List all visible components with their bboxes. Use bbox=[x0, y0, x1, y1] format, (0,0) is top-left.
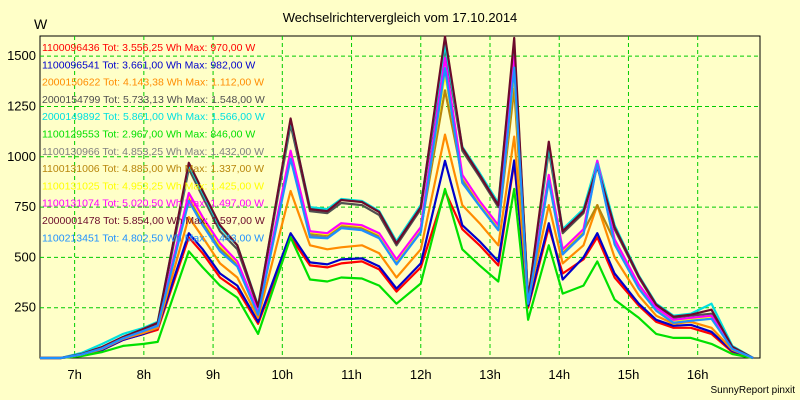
footer-credit: SunnyReport pinxit bbox=[711, 385, 796, 396]
series-line-1100213451 bbox=[40, 66, 754, 360]
y-tick-label: 1250 bbox=[7, 98, 36, 113]
series-layer bbox=[40, 35, 754, 360]
legend-entry: 2000150622 Tot: 4.143,38 Wh Max: 1.112,0… bbox=[42, 77, 264, 89]
x-tick-label: 7h bbox=[67, 367, 81, 382]
x-tick-label: 15h bbox=[618, 367, 640, 382]
legend-entry: 2000154799 Tot: 5.733,13 Wh Max: 1.548,0… bbox=[42, 94, 265, 106]
chart-title: Wechselrichtervergleich vom 17.10.2014 bbox=[283, 10, 518, 25]
legend-entry: 1100131074 Tot: 5.020,50 Wh Max: 1.497,0… bbox=[42, 198, 264, 210]
x-tick-label: 8h bbox=[137, 367, 151, 382]
legend-entry: 1100129553 Tot: 2.967,00 Wh Max: 846,00 … bbox=[42, 129, 255, 141]
x-tick-label: 10h bbox=[271, 367, 293, 382]
y-tick-label: 1000 bbox=[7, 149, 36, 164]
x-tick-label: 14h bbox=[548, 367, 570, 382]
legend-entry: 1100130966 Tot: 4.853,25 Wh Max: 1.432,0… bbox=[42, 146, 264, 158]
legend-entry: 1100213451 Tot: 4.802,50 Wh Max: 1.443,0… bbox=[42, 232, 264, 244]
y-tick-labels: 250 500 750 1000 1250 1500 bbox=[7, 48, 36, 315]
legend-entry: 2000001478 Tot: 5.854,00 Wh Max: 1.597,0… bbox=[42, 215, 265, 227]
x-tick-label: 12h bbox=[410, 367, 432, 382]
x-tick-label: 13h bbox=[479, 367, 501, 382]
legend-entry: 1100131006 Tot: 4.885,00 Wh Max: 1.337,0… bbox=[42, 163, 264, 175]
legend-entry: 2000149892 Tot: 5.861,00 Wh Max: 1.566,0… bbox=[42, 111, 265, 123]
series-line-2000001478 bbox=[40, 35, 754, 360]
x-tick-label: 11h bbox=[341, 367, 362, 382]
x-tick-labels: 7h 8h 9h 10h 11h 12h 13h 14h 15h 16h bbox=[67, 367, 708, 382]
x-tick-label: 9h bbox=[206, 367, 220, 382]
y-tick-label: 750 bbox=[14, 199, 36, 214]
y-tick-label: 1500 bbox=[7, 48, 36, 63]
y-tick-label: 250 bbox=[14, 300, 36, 315]
legend-entry: 1100096436 Tot: 3.556,25 Wh Max: 970,00 … bbox=[42, 42, 255, 54]
legend: 1100096436 Tot: 3.556,25 Wh Max: 970,00 … bbox=[42, 42, 265, 244]
series-line-1100129553 bbox=[40, 187, 754, 360]
y-axis-unit: W bbox=[34, 16, 48, 32]
x-tick-label: 16h bbox=[687, 367, 709, 382]
legend-entry: 1100096541 Tot: 3.661,00 Wh Max: 982,00 … bbox=[42, 59, 255, 71]
y-tick-label: 500 bbox=[14, 249, 36, 264]
legend-entry: 1100131025 Tot: 4.953,25 Wh Max: 1.425,0… bbox=[42, 180, 264, 192]
